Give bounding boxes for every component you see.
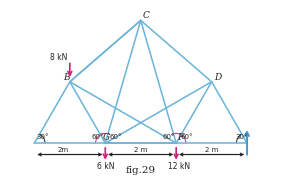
- Text: C: C: [142, 11, 149, 20]
- Text: 8 kN: 8 kN: [50, 53, 68, 62]
- Text: G: G: [102, 133, 110, 142]
- Text: 60°: 60°: [92, 134, 104, 140]
- Text: 60°: 60°: [180, 134, 193, 140]
- Text: 2m: 2m: [57, 147, 68, 153]
- Text: D: D: [214, 73, 222, 82]
- Text: F: F: [178, 133, 184, 142]
- Text: 2 m: 2 m: [134, 147, 147, 153]
- Text: B: B: [64, 73, 70, 82]
- Text: 2 m: 2 m: [205, 147, 218, 153]
- Text: 6 kN: 6 kN: [97, 162, 115, 171]
- Text: 30°: 30°: [236, 134, 248, 140]
- Text: 12 kN: 12 kN: [168, 162, 190, 171]
- Text: fig.29: fig.29: [126, 166, 156, 175]
- Text: 30°: 30°: [36, 134, 49, 140]
- Text: 60°: 60°: [163, 134, 175, 140]
- Text: 60°: 60°: [109, 134, 122, 140]
